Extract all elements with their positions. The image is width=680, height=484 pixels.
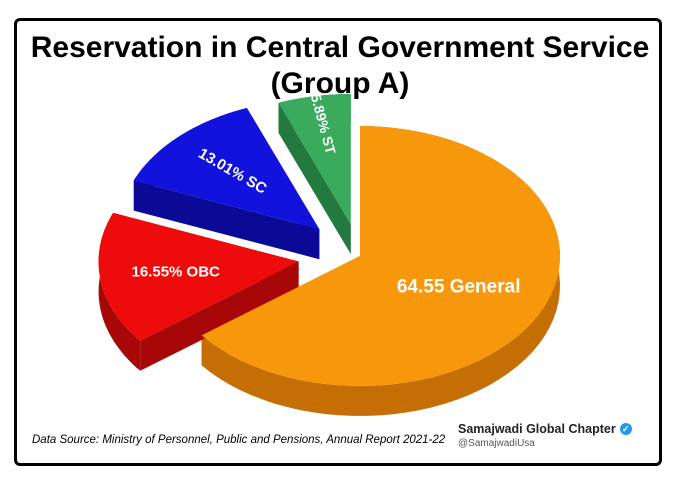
slice-cut-obc-0 [140, 261, 299, 371]
title-line-1: Reservation in Central Government Servic… [30, 31, 650, 64]
slice-obc [98, 212, 299, 341]
verified-check-icon: ✓ [619, 423, 632, 435]
slice-st [278, 94, 351, 225]
brand-name: Samajwadi Global Chapter [458, 422, 616, 436]
slice-sc [133, 108, 320, 230]
pie-tops [98, 94, 560, 386]
brand-block: Samajwadi Global Chapter ✓ @SamajwadiUsa [458, 422, 632, 449]
slice-label-obc: 16.55% OBC [132, 263, 221, 280]
brand-name-row: Samajwadi Global Chapter ✓ [458, 422, 632, 436]
slice-side-general [201, 126, 560, 416]
chart-title: Reservation in Central Government Servic… [0, 30, 680, 102]
slice-cut-sc-0 [133, 180, 320, 260]
slice-label-general: 64.55 General [397, 277, 521, 298]
slice-general [201, 126, 560, 386]
brand-handle: @SamajwadiUsa [458, 438, 535, 449]
data-source-note: Data Source: Ministry of Personnel, Publ… [32, 434, 446, 446]
slice-side-obc [98, 212, 141, 371]
slice-cut-st-0 [278, 102, 351, 255]
